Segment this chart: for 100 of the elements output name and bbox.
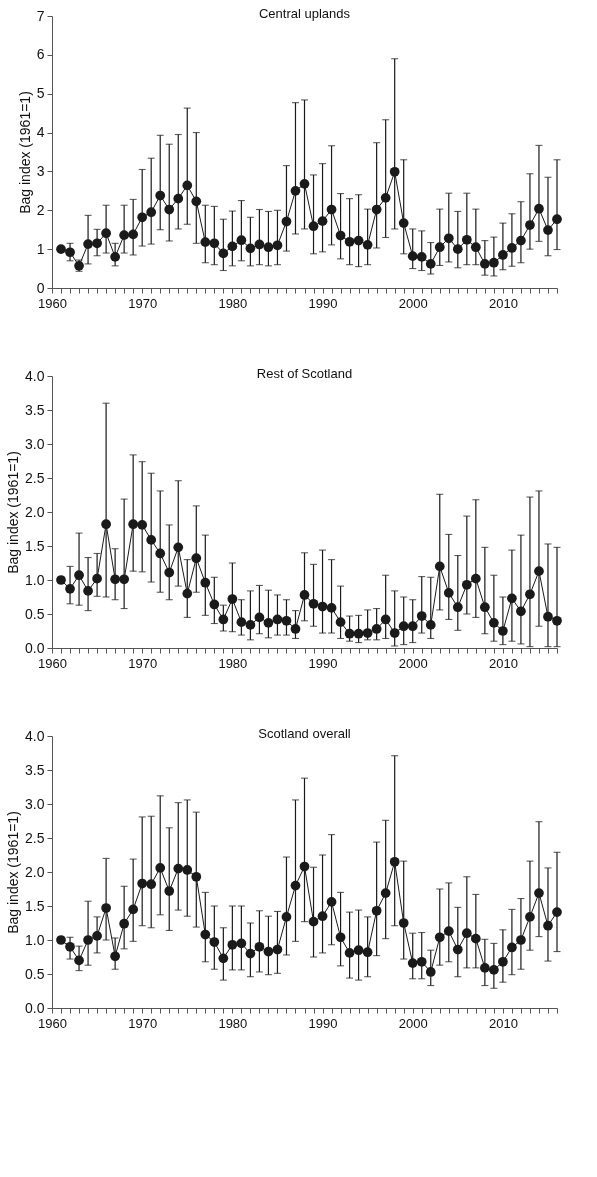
point bbox=[128, 904, 139, 915]
y-tick-label: 0 bbox=[36, 279, 45, 296]
point bbox=[479, 259, 490, 269]
point bbox=[434, 242, 445, 253]
point bbox=[452, 244, 463, 255]
point bbox=[263, 617, 274, 628]
point bbox=[92, 573, 102, 584]
point bbox=[74, 570, 84, 581]
x-tick-label: 2000 bbox=[398, 295, 428, 311]
point bbox=[236, 235, 247, 246]
point bbox=[200, 929, 211, 940]
point bbox=[326, 897, 337, 907]
point bbox=[65, 247, 75, 258]
point bbox=[416, 252, 427, 262]
point bbox=[335, 617, 346, 628]
point bbox=[83, 586, 93, 596]
point bbox=[407, 251, 418, 261]
point bbox=[200, 237, 211, 248]
point bbox=[398, 621, 409, 632]
y-tick-label: 4.0 bbox=[25, 727, 45, 744]
point bbox=[119, 574, 130, 585]
point bbox=[218, 614, 229, 625]
point bbox=[281, 912, 292, 922]
point bbox=[461, 928, 472, 939]
point bbox=[498, 956, 508, 967]
y-tick-label: 3 bbox=[36, 162, 45, 179]
point bbox=[498, 626, 508, 636]
x-tick-label: 1960 bbox=[38, 1015, 67, 1031]
point bbox=[164, 204, 175, 215]
point bbox=[56, 575, 66, 585]
y-tick-label: 2.0 bbox=[25, 863, 45, 880]
point bbox=[263, 946, 274, 957]
x-tick-label: 2000 bbox=[398, 655, 428, 671]
y-tick-label: 3.5 bbox=[25, 401, 45, 418]
point bbox=[173, 193, 184, 204]
point bbox=[452, 602, 463, 613]
point bbox=[479, 963, 490, 973]
point bbox=[290, 880, 301, 891]
y-tick-label: 1.5 bbox=[25, 537, 45, 554]
point bbox=[443, 233, 454, 244]
point bbox=[119, 230, 130, 241]
point bbox=[227, 241, 238, 252]
point bbox=[236, 938, 247, 949]
point bbox=[335, 932, 346, 943]
point bbox=[489, 257, 499, 268]
point bbox=[525, 912, 535, 922]
y-tick-label: 1.0 bbox=[25, 931, 45, 948]
point bbox=[263, 242, 274, 253]
point bbox=[416, 956, 427, 967]
point bbox=[182, 180, 193, 191]
point bbox=[425, 620, 436, 630]
point bbox=[344, 948, 355, 958]
point bbox=[389, 856, 400, 867]
point bbox=[155, 863, 166, 873]
point bbox=[173, 542, 184, 553]
point bbox=[407, 621, 418, 632]
point bbox=[308, 598, 319, 609]
point bbox=[398, 918, 409, 928]
point bbox=[489, 617, 499, 628]
point bbox=[317, 911, 328, 922]
x-tick-label: 1970 bbox=[128, 295, 158, 311]
point bbox=[245, 948, 256, 959]
point bbox=[362, 628, 373, 638]
point bbox=[452, 944, 463, 955]
point bbox=[272, 240, 283, 251]
point bbox=[137, 878, 148, 889]
point bbox=[56, 244, 66, 255]
point bbox=[191, 196, 202, 207]
x-tick-label: 1960 bbox=[38, 295, 67, 311]
point bbox=[516, 606, 526, 617]
point bbox=[191, 553, 202, 564]
point bbox=[110, 252, 120, 262]
point bbox=[164, 886, 175, 896]
point bbox=[146, 207, 157, 218]
x-tick-label: 1980 bbox=[218, 1015, 248, 1031]
point bbox=[371, 905, 382, 916]
point bbox=[335, 230, 346, 241]
point bbox=[164, 567, 175, 578]
y-axis-title: Bag index (1961=1) bbox=[16, 91, 33, 214]
point bbox=[182, 865, 193, 875]
x-tick-label: 1970 bbox=[128, 655, 158, 671]
point bbox=[443, 926, 454, 937]
point bbox=[461, 234, 472, 245]
y-tick-label: 6 bbox=[36, 46, 45, 63]
point bbox=[110, 574, 120, 585]
point bbox=[227, 939, 238, 950]
point bbox=[74, 955, 84, 966]
point bbox=[245, 620, 256, 630]
point bbox=[281, 615, 292, 626]
point bbox=[317, 601, 328, 612]
point bbox=[227, 594, 238, 604]
point bbox=[353, 235, 364, 246]
point bbox=[326, 204, 337, 215]
point bbox=[534, 203, 544, 214]
y-tick-label: 3.0 bbox=[25, 435, 45, 452]
point bbox=[380, 888, 391, 898]
point bbox=[525, 589, 535, 600]
point bbox=[534, 566, 544, 577]
point bbox=[299, 179, 310, 189]
x-tick-label: 1990 bbox=[308, 295, 338, 311]
